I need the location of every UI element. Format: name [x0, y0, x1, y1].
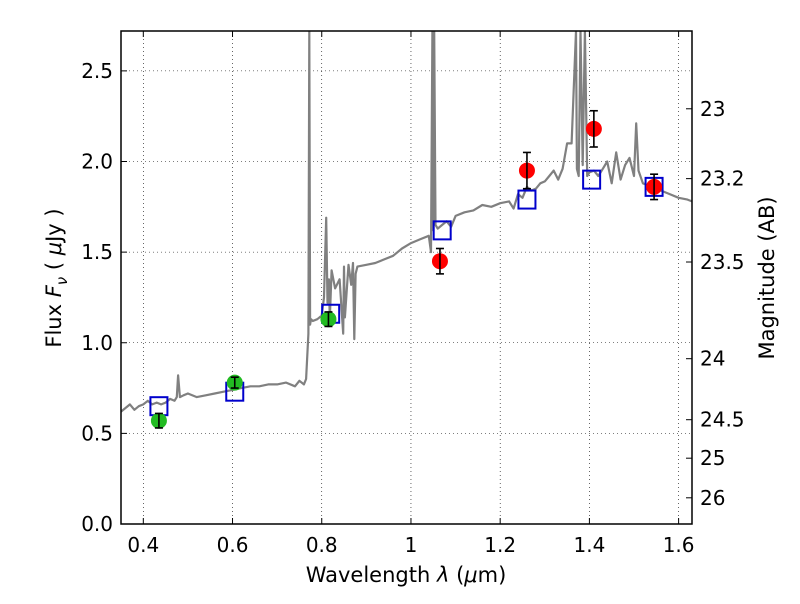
- spectrum-line: [121, 31, 692, 413]
- x-tick-label: 1: [405, 533, 418, 557]
- x-tick-label: 0.4: [127, 533, 159, 557]
- mag-tick-label: 23: [700, 97, 725, 121]
- model-photometry-square: [517, 189, 537, 210]
- model-photometry-square: [582, 169, 602, 190]
- y-tick-label: 2.5: [81, 59, 113, 83]
- y-tick-label: 1.0: [81, 331, 113, 355]
- y-axis-label: Flux Fν ( μJy ): [42, 208, 71, 347]
- mag-tick-label: 23.5: [700, 250, 745, 274]
- mag-tick-label: 26: [700, 486, 725, 510]
- mag-tick-label: 25: [700, 446, 725, 470]
- y-tick-label: 0.5: [81, 421, 113, 445]
- x-axis-label: Wavelength λ (μm): [306, 563, 507, 587]
- y-tick-label: 1.5: [81, 240, 113, 264]
- axis-ticks: 0.4 0.6 0.8 1 1.2 1.4 1.6 0.0 0.5 1.0 1.5 2.0 2.5 23 2…: [81, 31, 745, 557]
- model-photometry-square: [432, 220, 452, 241]
- mag-tick-label: 23.2: [700, 167, 745, 191]
- y-tick-label: 0.0: [81, 512, 113, 536]
- model-photometry-square: [149, 396, 169, 417]
- y-tick-label: 2.0: [81, 150, 113, 174]
- x-tick-label: 1.6: [663, 533, 695, 557]
- y2-axis-label: Magnitude (AB): [755, 196, 779, 359]
- model-photometry-series: [149, 169, 664, 417]
- spectrum-series: [121, 31, 692, 413]
- x-tick-label: 0.6: [217, 533, 249, 557]
- mag-tick-label: 24.5: [700, 408, 745, 432]
- observed-photometry-series: [150, 109, 663, 429]
- plot-frame: [120, 30, 693, 525]
- grid: [121, 31, 692, 525]
- x-tick-label: 1.4: [573, 533, 605, 557]
- x-tick-label: 0.8: [306, 533, 338, 557]
- mag-tick-label: 24: [700, 347, 725, 371]
- x-tick-label: 1.2: [484, 533, 516, 557]
